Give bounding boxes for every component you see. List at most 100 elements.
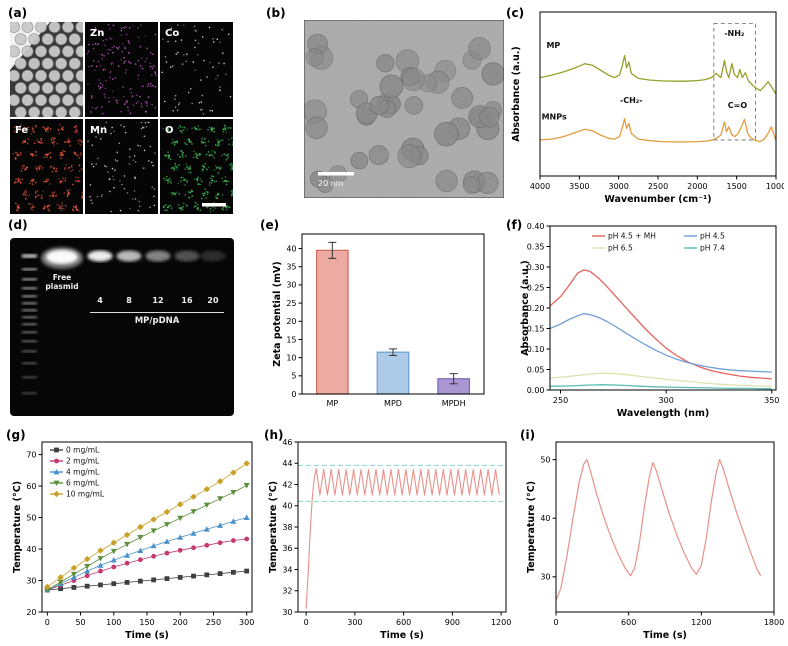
svg-text:3000: 3000 [608, 182, 628, 191]
svg-text:0.00: 0.00 [527, 386, 545, 395]
svg-text:1800: 1800 [764, 618, 784, 627]
svg-text:30: 30 [26, 576, 36, 585]
series-MNPs [539, 117, 777, 143]
svg-text:C=O: C=O [728, 101, 748, 110]
series-6 mg/mL [47, 485, 247, 591]
svg-text:250: 250 [206, 618, 221, 627]
map-tile-tem [10, 22, 83, 117]
group-label: MP/pDNA [134, 316, 180, 326]
svg-text:pH 6.5: pH 6.5 [608, 244, 633, 253]
temperature-cycles-chart: 0 600 1200 1800 30 40 50 Time (s) Temperature (°… [526, 441, 784, 641]
svg-text:34: 34 [282, 565, 292, 574]
svg-text:1500: 1500 [726, 182, 746, 191]
svg-text:50: 50 [26, 513, 36, 522]
svg-text:0.10: 0.10 [527, 345, 545, 354]
svg-text:20: 20 [26, 608, 36, 617]
panel-label-h: (h) [264, 428, 284, 442]
svg-text:pH 4.5: pH 4.5 [700, 232, 725, 241]
svg-text:150: 150 [139, 618, 154, 627]
svg-text:70: 70 [26, 450, 36, 459]
svg-text:Zn: Zn [90, 28, 104, 39]
heating-curves-chart: 0 50 100 150 200 250 300 20 30 40 50 60 70 Time (s) Te… [12, 441, 254, 641]
svg-text:50: 50 [540, 455, 550, 464]
svg-text:MP: MP [546, 41, 560, 50]
svg-text:10 mg/mL: 10 mg/mL [66, 490, 105, 499]
panel-label-c: (c) [506, 6, 525, 20]
svg-text:Temperature (°C): Temperature (°C) [268, 481, 279, 573]
svg-text:30: 30 [540, 573, 550, 582]
svg-text:40: 40 [282, 502, 292, 511]
svg-text:Time (s): Time (s) [125, 630, 169, 641]
panel-label-a: (a) [8, 6, 28, 20]
svg-text:0.05: 0.05 [527, 365, 545, 374]
svg-text:40: 40 [26, 545, 36, 554]
panel-label-f: (f) [506, 218, 523, 232]
svg-text:600: 600 [621, 618, 636, 627]
series-10 mg/mL [47, 463, 247, 588]
svg-text:O: O [165, 125, 174, 136]
panel-label-i: (i) [520, 428, 536, 442]
map-tile-mn: Mn [85, 119, 158, 214]
svg-text:46: 46 [282, 438, 292, 447]
svg-text:0.25: 0.25 [527, 283, 545, 292]
lane-label-3: 12 [152, 296, 164, 305]
series-temperature [305, 468, 500, 609]
svg-text:300: 300 [239, 618, 254, 627]
map-tile-o: O [160, 119, 233, 214]
temperature-oscillation-chart: 0 300 600 900 1200 30 32 34 36 38 40 42 44 46 Time (s)… [268, 438, 511, 641]
svg-text:Absorbance (a.u.): Absorbance (a.u.) [520, 260, 531, 355]
scale-bar [318, 172, 354, 176]
svg-text:MP: MP [326, 399, 338, 408]
svg-text:4 mg/mL: 4 mg/mL [66, 468, 100, 477]
svg-text:50: 50 [75, 618, 85, 627]
series-temperature [555, 459, 762, 601]
svg-text:300: 300 [347, 618, 362, 627]
lane-label-5: 20 [207, 296, 219, 305]
svg-text:Mn: Mn [90, 125, 107, 136]
svg-text:35: 35 [286, 263, 296, 272]
map-tile-fe: Fe [10, 119, 83, 214]
bar-MPD [376, 351, 410, 395]
svg-text:6 mg/mL: 6 mg/mL [66, 479, 100, 488]
svg-text:30: 30 [286, 281, 296, 290]
svg-text:15: 15 [286, 335, 296, 344]
svg-text:2000: 2000 [687, 182, 707, 191]
svg-text:Wavenumber (cm⁻¹): Wavenumber (cm⁻¹) [604, 194, 711, 205]
svg-text:42: 42 [282, 480, 292, 489]
svg-text:0.20: 0.20 [527, 304, 545, 313]
svg-text:Absorbance (a.u.): Absorbance (a.u.) [511, 46, 522, 141]
svg-text:Fe: Fe [15, 125, 28, 136]
eds-mapping-grid: Zn Co Fe Mn O [10, 22, 235, 214]
panel-label-d: (d) [8, 218, 28, 232]
svg-text:0: 0 [291, 390, 296, 399]
svg-text:200: 200 [173, 618, 188, 627]
series-pH 6.5 [549, 372, 772, 387]
bar-MP [315, 249, 349, 395]
svg-text:100: 100 [106, 618, 121, 627]
svg-text:2500: 2500 [648, 182, 668, 191]
uv-vis-chart: 250 300 350 0.00 0.05 0.10 0.15 0.20 0.25 0.30 0.3… [520, 222, 779, 419]
series-MP [539, 54, 777, 95]
svg-text:0: 0 [553, 618, 558, 627]
svg-text:1200: 1200 [491, 618, 511, 627]
svg-text:10: 10 [286, 353, 296, 362]
svg-text:36: 36 [282, 544, 292, 553]
svg-text:20: 20 [286, 317, 296, 326]
series-pH 4.5 + MH [549, 269, 772, 380]
svg-text:350: 350 [764, 396, 779, 405]
svg-text:30: 30 [282, 608, 292, 617]
lane-label-2: 8 [126, 296, 132, 305]
svg-text:60: 60 [26, 482, 36, 491]
svg-text:Time (s): Time (s) [380, 630, 424, 641]
svg-text:pH 7.4: pH 7.4 [700, 244, 725, 253]
gel-electrophoresis: Free plasmid 4 8 12 16 20 MP/pDNA [10, 238, 234, 416]
svg-text:2 mg/mL: 2 mg/mL [66, 457, 100, 466]
svg-text:44: 44 [282, 459, 292, 468]
svg-text:1200: 1200 [691, 618, 711, 627]
scale-bar-label: 20 nm [318, 179, 344, 188]
svg-text:Zeta potential (mV): Zeta potential (mV) [272, 261, 283, 366]
svg-text:MPDH: MPDH [442, 399, 466, 408]
map-tile-co: Co [160, 22, 233, 117]
svg-text:0: 0 [45, 618, 50, 627]
